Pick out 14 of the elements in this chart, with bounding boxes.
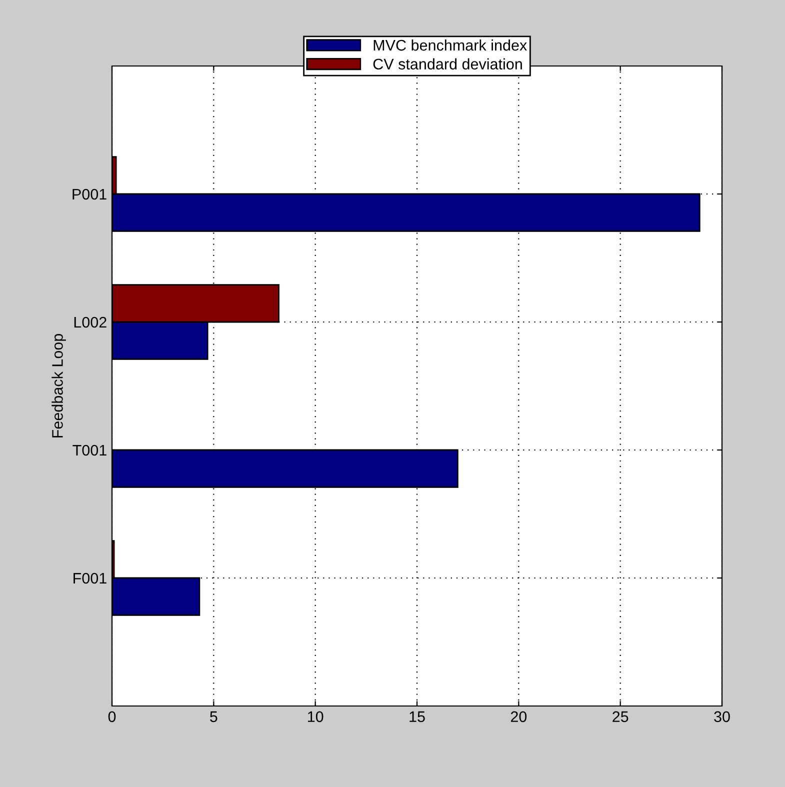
x-tick-label: 30 xyxy=(714,711,730,722)
y-tick-label: P001 xyxy=(72,188,106,200)
y-tick-label: F001 xyxy=(74,572,106,584)
legend-label: CV standard deviation xyxy=(373,58,522,70)
legend-label: MVC benchmark index xyxy=(374,39,527,51)
x-tick-label: 15 xyxy=(410,711,425,722)
x-tick-label: 5 xyxy=(210,711,218,722)
x-tick-label: 0 xyxy=(108,711,116,722)
x-tick-label: 25 xyxy=(612,711,628,722)
x-tick-label: 10 xyxy=(308,711,324,722)
x-tick-label: 20 xyxy=(510,711,527,722)
y-axis-title: Feedback Loop xyxy=(52,334,66,438)
y-tick-label: L002 xyxy=(74,316,106,328)
y-tick-label: T001 xyxy=(72,444,106,456)
